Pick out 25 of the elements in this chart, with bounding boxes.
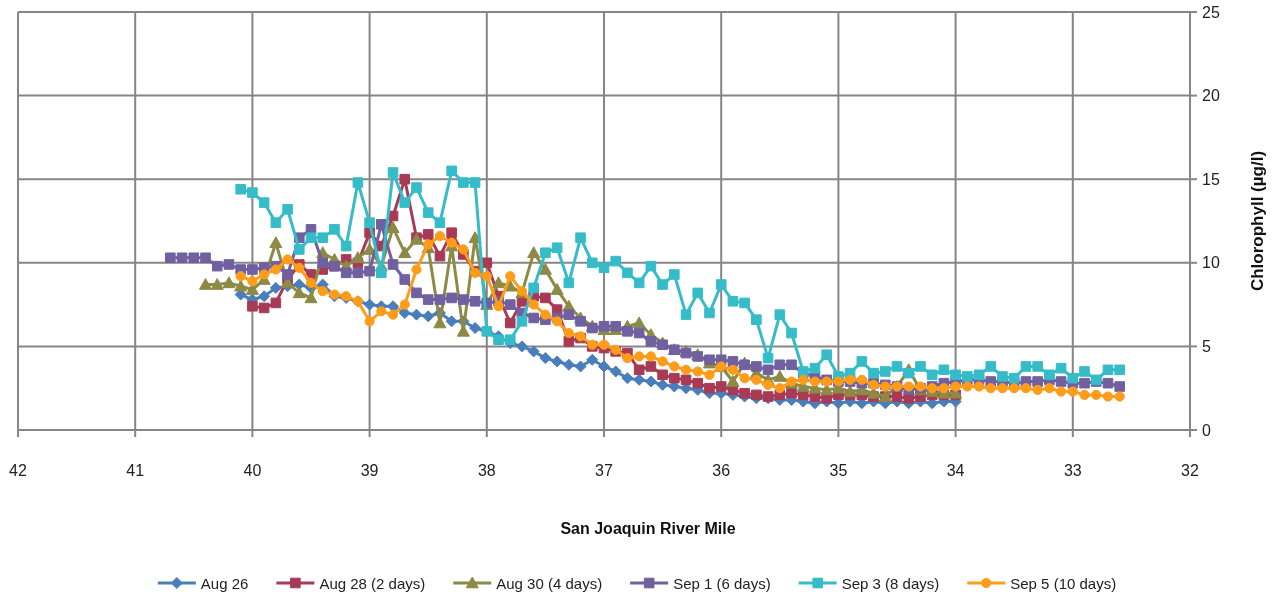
x-axis-title: San Joaquin River Mile [560, 520, 736, 537]
y-axis-title: Chlorophyll (µg/l) [1247, 150, 1267, 292]
legend-label: Aug 30 (4 days) [496, 574, 603, 592]
legend-label: Sep 5 (10 days) [1010, 574, 1117, 592]
y-tick-label: 15 [1202, 170, 1220, 188]
x-tick-label: 42 [9, 462, 27, 479]
x-tick-label: 38 [477, 462, 496, 479]
x-tick-label: 34 [946, 462, 965, 479]
x-tick-label: 40 [243, 462, 262, 479]
x-tick-label: 33 [1063, 462, 1082, 479]
x-tick-label: 39 [360, 462, 379, 479]
y-tick-label: 25 [1202, 3, 1220, 21]
y-tick-label: 10 [1202, 254, 1220, 272]
y-tick-label: 20 [1202, 87, 1220, 105]
x-tick-label: 36 [712, 462, 731, 479]
x-tick-label: 35 [829, 462, 848, 479]
y-tick-label: 5 [1202, 337, 1211, 355]
legend-label: Aug 26 [200, 574, 249, 592]
x-tick-label: 32 [1181, 462, 1199, 479]
legend-label: Sep 3 (8 days) [841, 574, 940, 592]
y-tick-label: 0 [1202, 421, 1211, 439]
x-tick-label: 37 [595, 462, 613, 479]
legend-label: Sep 1 (6 days) [673, 574, 771, 592]
x-tick-label: 41 [126, 462, 145, 479]
legend-label: Aug 28 (2 days) [319, 574, 426, 592]
